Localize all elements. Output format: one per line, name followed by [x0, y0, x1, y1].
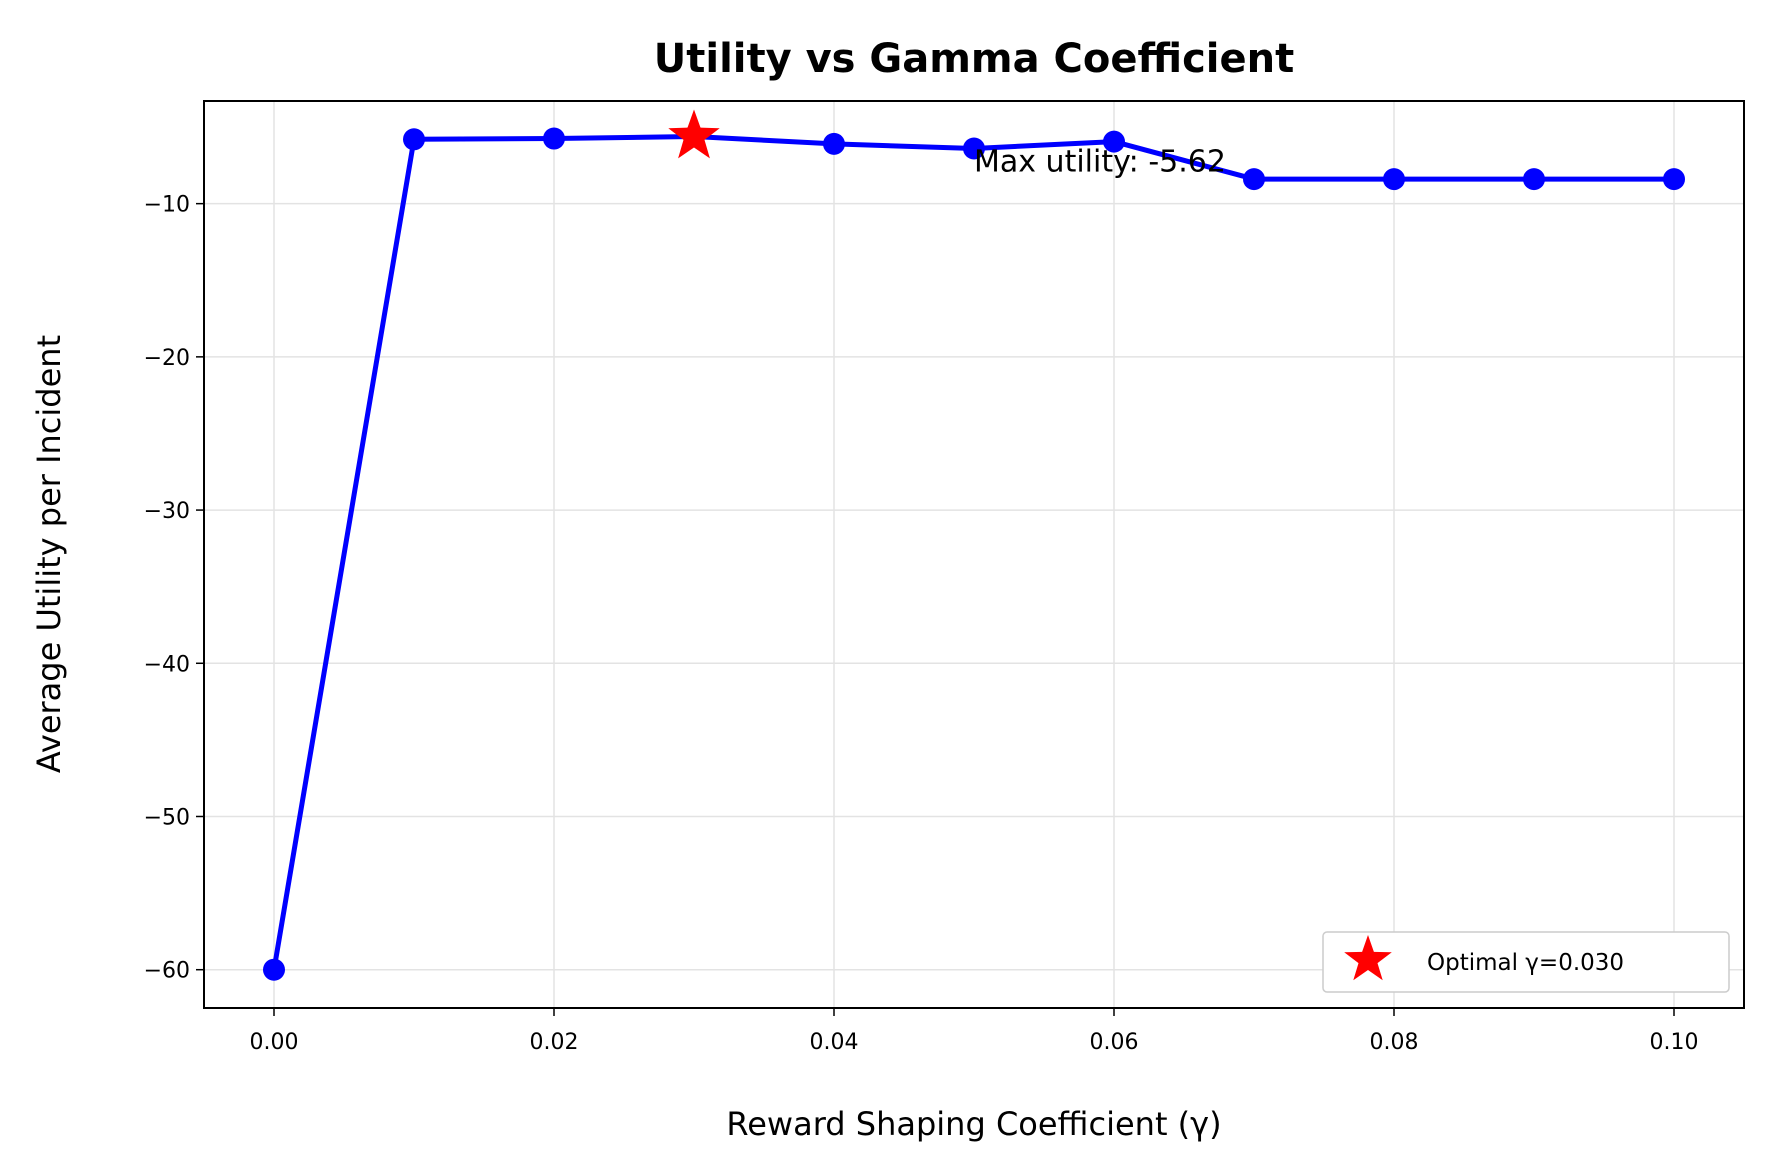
- optimal-star-marker: [668, 109, 720, 159]
- legend-label: Optimal γ=0.030: [1427, 950, 1624, 976]
- y-tick-label: −30: [144, 499, 190, 524]
- data-point: [263, 958, 285, 981]
- legend-star-marker: [1344, 935, 1392, 981]
- x-tick-label: 0.10: [1650, 1030, 1699, 1055]
- data-point: [543, 127, 565, 150]
- y-tick-label: −40: [144, 652, 190, 677]
- data-point: [963, 137, 985, 160]
- y-tick-label: −50: [144, 805, 190, 830]
- y-tick-label: −10: [144, 193, 190, 218]
- plot-frame: [203, 100, 1745, 1009]
- series-layer: [263, 109, 1685, 981]
- data-point: [403, 128, 425, 151]
- data-point: [1383, 168, 1405, 191]
- grid: [204, 101, 1744, 1008]
- data-point: [1243, 168, 1265, 191]
- data-point: [1523, 168, 1545, 191]
- x-tick-label: 0.00: [250, 1030, 299, 1055]
- legend-box: [1322, 931, 1730, 993]
- y-axis-label: Average Utility per Incident: [30, 335, 68, 773]
- data-point: [1663, 168, 1685, 191]
- x-tick-label: 0.06: [1090, 1030, 1139, 1055]
- y-tick-label: −60: [144, 959, 190, 984]
- chart-title: Utility vs Gamma Coefficient: [654, 36, 1295, 82]
- x-ticks: 0.00 0.02 0.04 0.06 0.08 0.10: [250, 1008, 1699, 1055]
- data-point: [1103, 130, 1125, 153]
- y-tick-label: −20: [144, 346, 190, 371]
- x-tick-label: 0.04: [810, 1030, 859, 1055]
- x-tick-label: 0.08: [1370, 1030, 1419, 1055]
- x-axis-label: Reward Shaping Coefficient (γ): [726, 1105, 1221, 1143]
- x-tick-label: 0.02: [530, 1030, 579, 1055]
- y-ticks: −10 −20 −30 −40 −50 −60: [144, 193, 204, 984]
- legend: Optimal γ=0.030: [1322, 931, 1730, 993]
- data-point: [823, 132, 845, 155]
- max-utility-annotation: Max utility: -5.62: [974, 145, 1226, 180]
